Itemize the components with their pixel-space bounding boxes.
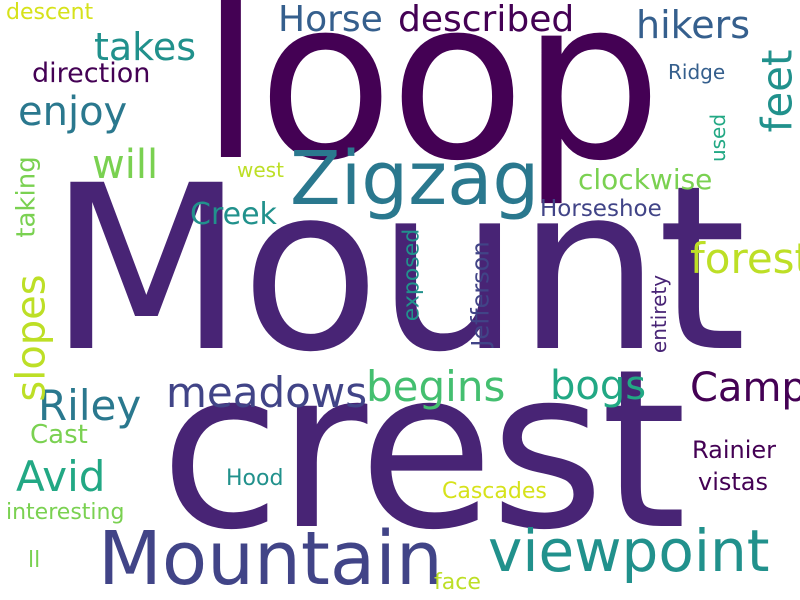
word-cast: Cast bbox=[30, 420, 88, 450]
word-crest: crest bbox=[160, 322, 687, 578]
word-ridge: Ridge bbox=[668, 60, 726, 84]
word-camp: Camp bbox=[690, 365, 800, 411]
word-takes: takes bbox=[94, 25, 197, 69]
word-hikers: hikers bbox=[636, 3, 751, 47]
word-will: will bbox=[92, 142, 159, 188]
word-entirety: entirety bbox=[647, 274, 672, 354]
word-direction: direction bbox=[32, 58, 151, 89]
word-riley: Riley bbox=[38, 381, 142, 430]
word-taking: taking bbox=[11, 156, 42, 238]
word-jefferson: Jefferson bbox=[466, 241, 495, 347]
word-mountain: Mountain bbox=[98, 516, 443, 600]
word-begins: begins bbox=[366, 362, 506, 411]
word-rainier: Rainier bbox=[692, 436, 777, 464]
word-cascades: Cascades bbox=[442, 479, 547, 504]
word-avid: Avid bbox=[16, 452, 106, 501]
word-clockwise: clockwise bbox=[578, 163, 713, 196]
word-horse: Horse bbox=[278, 0, 383, 40]
word-zigzag: Zigzag bbox=[290, 136, 540, 222]
word-feet: feet bbox=[752, 49, 800, 133]
word-bogs: bogs bbox=[550, 363, 647, 409]
word-mount: Mount bbox=[48, 136, 747, 402]
word-ll: ll bbox=[28, 548, 41, 573]
word-enjoy: enjoy bbox=[18, 89, 128, 135]
word-slopes: slopes bbox=[8, 274, 55, 402]
word-horseshoe: Horseshoe bbox=[540, 196, 662, 222]
word-meadows: meadows bbox=[166, 368, 368, 417]
word-descent: descent bbox=[6, 0, 94, 25]
word-interesting: interesting bbox=[6, 500, 125, 525]
word-loop: loop bbox=[200, 0, 662, 210]
word-described: described bbox=[398, 0, 575, 40]
word-face: face bbox=[434, 570, 481, 595]
word-forested: forested bbox=[690, 234, 800, 283]
word-exposed: exposed bbox=[399, 228, 425, 322]
word-viewpoint: viewpoint bbox=[488, 517, 770, 585]
word-west: west bbox=[237, 158, 284, 182]
word-used: used bbox=[706, 113, 731, 163]
word-creek: Creek bbox=[190, 197, 277, 232]
word-hood: Hood bbox=[226, 466, 284, 491]
word-vistas: vistas bbox=[698, 468, 768, 496]
